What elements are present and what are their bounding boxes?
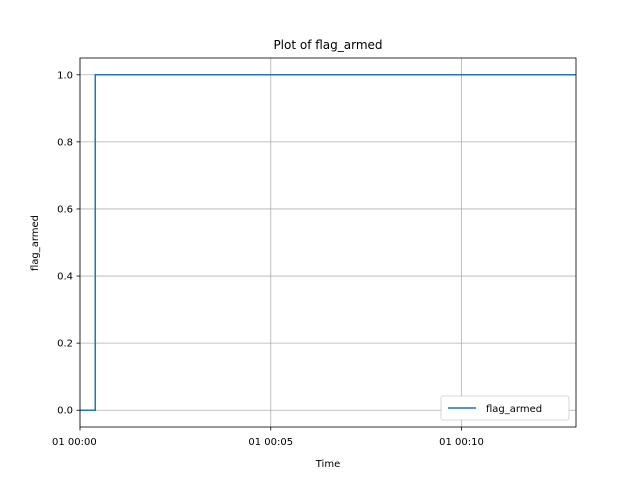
- x-axis-label: Time: [315, 459, 340, 470]
- legend-label: flag_armed: [486, 404, 542, 415]
- y-tick-label: 0.4: [57, 272, 73, 283]
- legend: flag_armed: [440, 395, 570, 421]
- y-tick-label: 0.0: [57, 406, 73, 417]
- x-tick-label: 01 00:00: [52, 437, 97, 448]
- x-tick-label: 01 00:05: [248, 437, 293, 448]
- x-tick-label: 01 00:10: [439, 437, 484, 448]
- y-tick-label: 0.6: [57, 204, 73, 215]
- series-line-flag_armed: [80, 74, 576, 411]
- chart-title: Plot of flag_armed: [273, 38, 382, 52]
- y-axis-label: flag_armed: [30, 215, 41, 271]
- legend-box: [440, 395, 570, 421]
- y-tick-label: 0.8: [57, 137, 73, 148]
- ticks: 0.0 0.2 0.4 0.6 0.8 1.0 01 00:00 01 00:05 01 00:…: [52, 70, 484, 448]
- plot-frame: [79, 57, 577, 428]
- y-tick-label: 1.0: [57, 70, 73, 81]
- y-tick-label: 0.2: [57, 339, 73, 350]
- series-layer: [80, 74, 576, 411]
